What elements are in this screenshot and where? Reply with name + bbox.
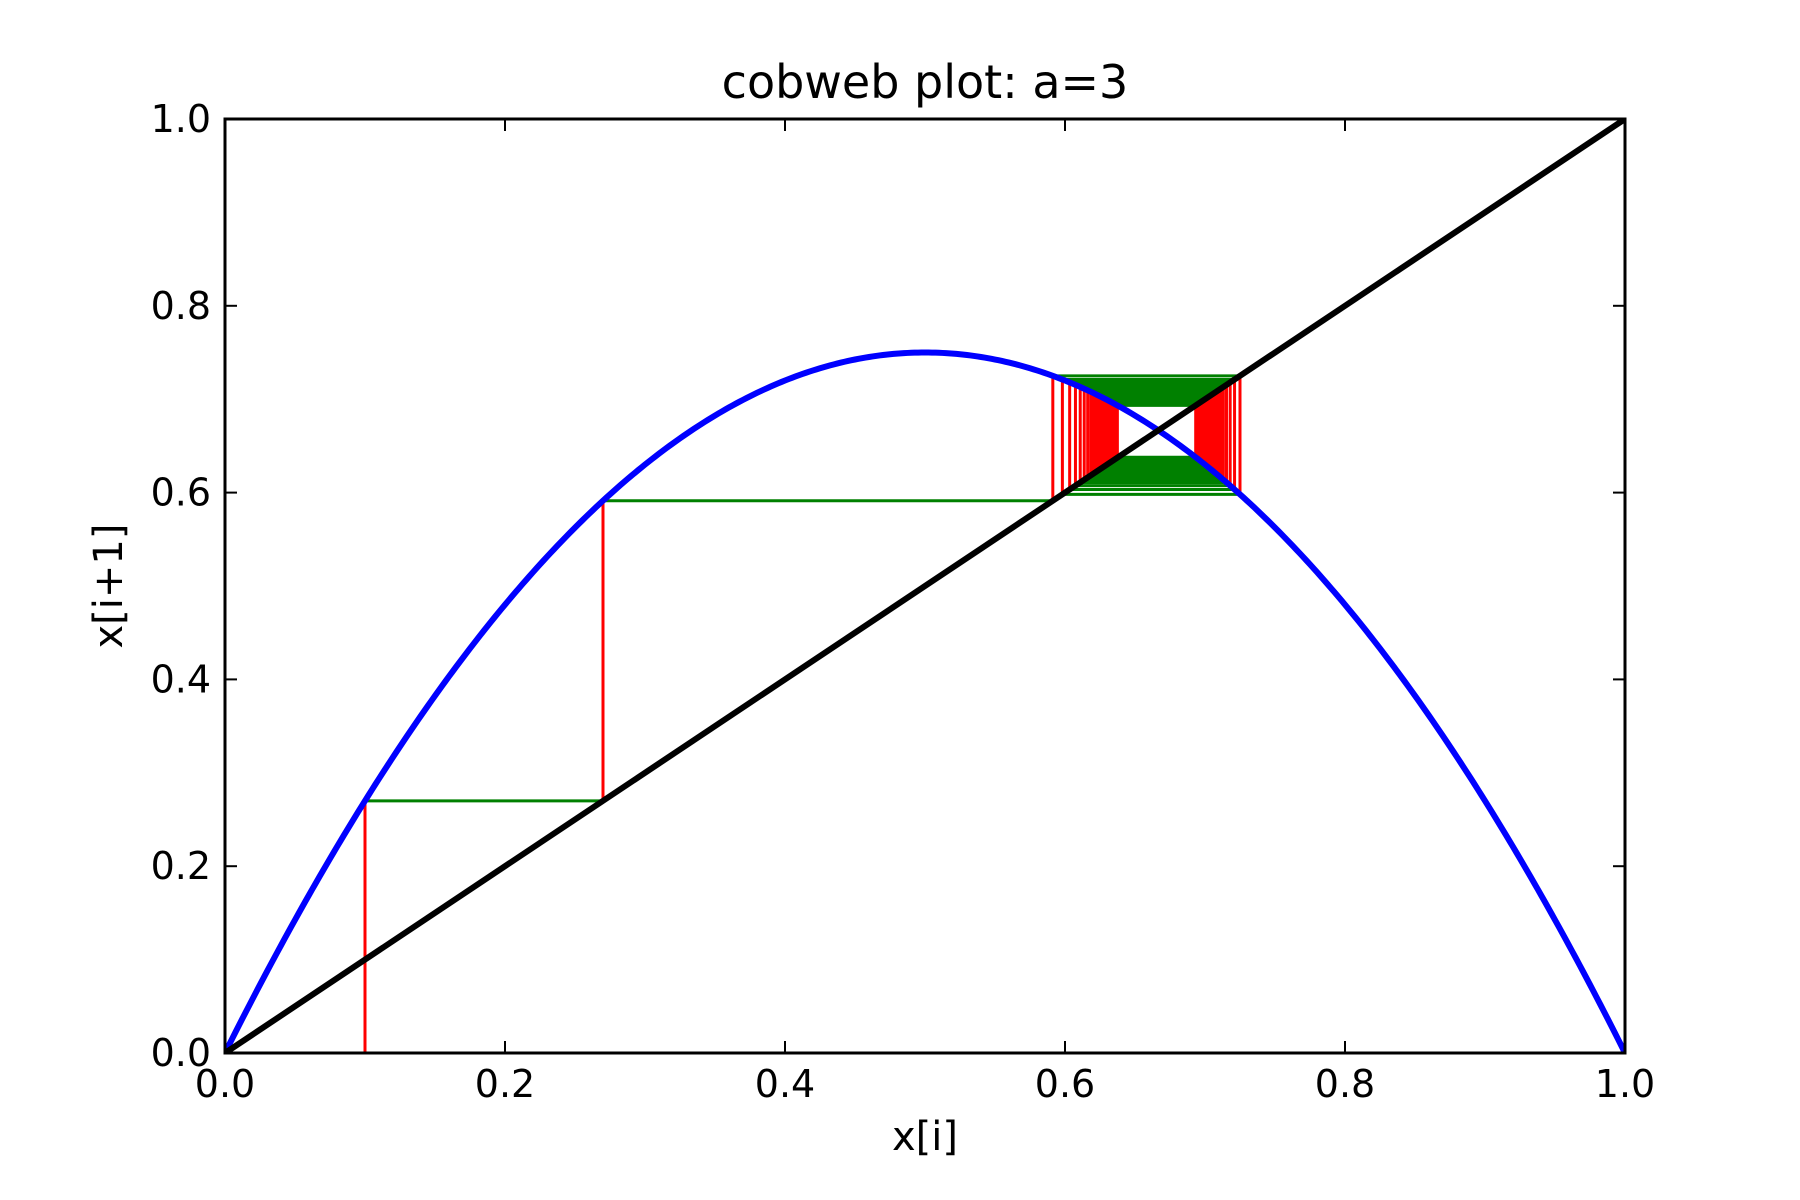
plot-area — [225, 119, 1625, 1053]
chart-title: cobweb plot: a=3 — [722, 55, 1129, 109]
x-tick-label: 0.4 — [755, 1062, 815, 1106]
y-axis-label: x[i+1] — [86, 524, 132, 649]
y-tick-label: 0.2 — [151, 844, 211, 888]
y-tick-label: 0.0 — [151, 1031, 211, 1075]
logistic-map-curve — [225, 349, 1625, 1053]
x-tick-label: 1.0 — [1595, 1062, 1655, 1106]
ticks: 0.0 0.2 0.4 0.6 0.8 1.0 0.0 0.2 0.4 0.6 0.8 1.0 — [151, 97, 1656, 1106]
plot-frame — [223, 117, 1627, 1055]
y-tick-label: 0.6 — [151, 471, 211, 515]
y-tick-label: 1.0 — [151, 97, 211, 141]
y-tick-label: 0.8 — [151, 284, 211, 328]
identity-line — [225, 119, 1625, 1053]
x-tick-label: 0.6 — [1035, 1062, 1095, 1106]
x-axis-label: x[i] — [892, 1114, 958, 1160]
x-tick-label: 0.0 — [195, 1062, 255, 1106]
x-tick-label: 0.8 — [1315, 1062, 1375, 1106]
x-tick-label: 0.2 — [475, 1062, 535, 1106]
y-tick-label: 0.4 — [151, 657, 211, 701]
